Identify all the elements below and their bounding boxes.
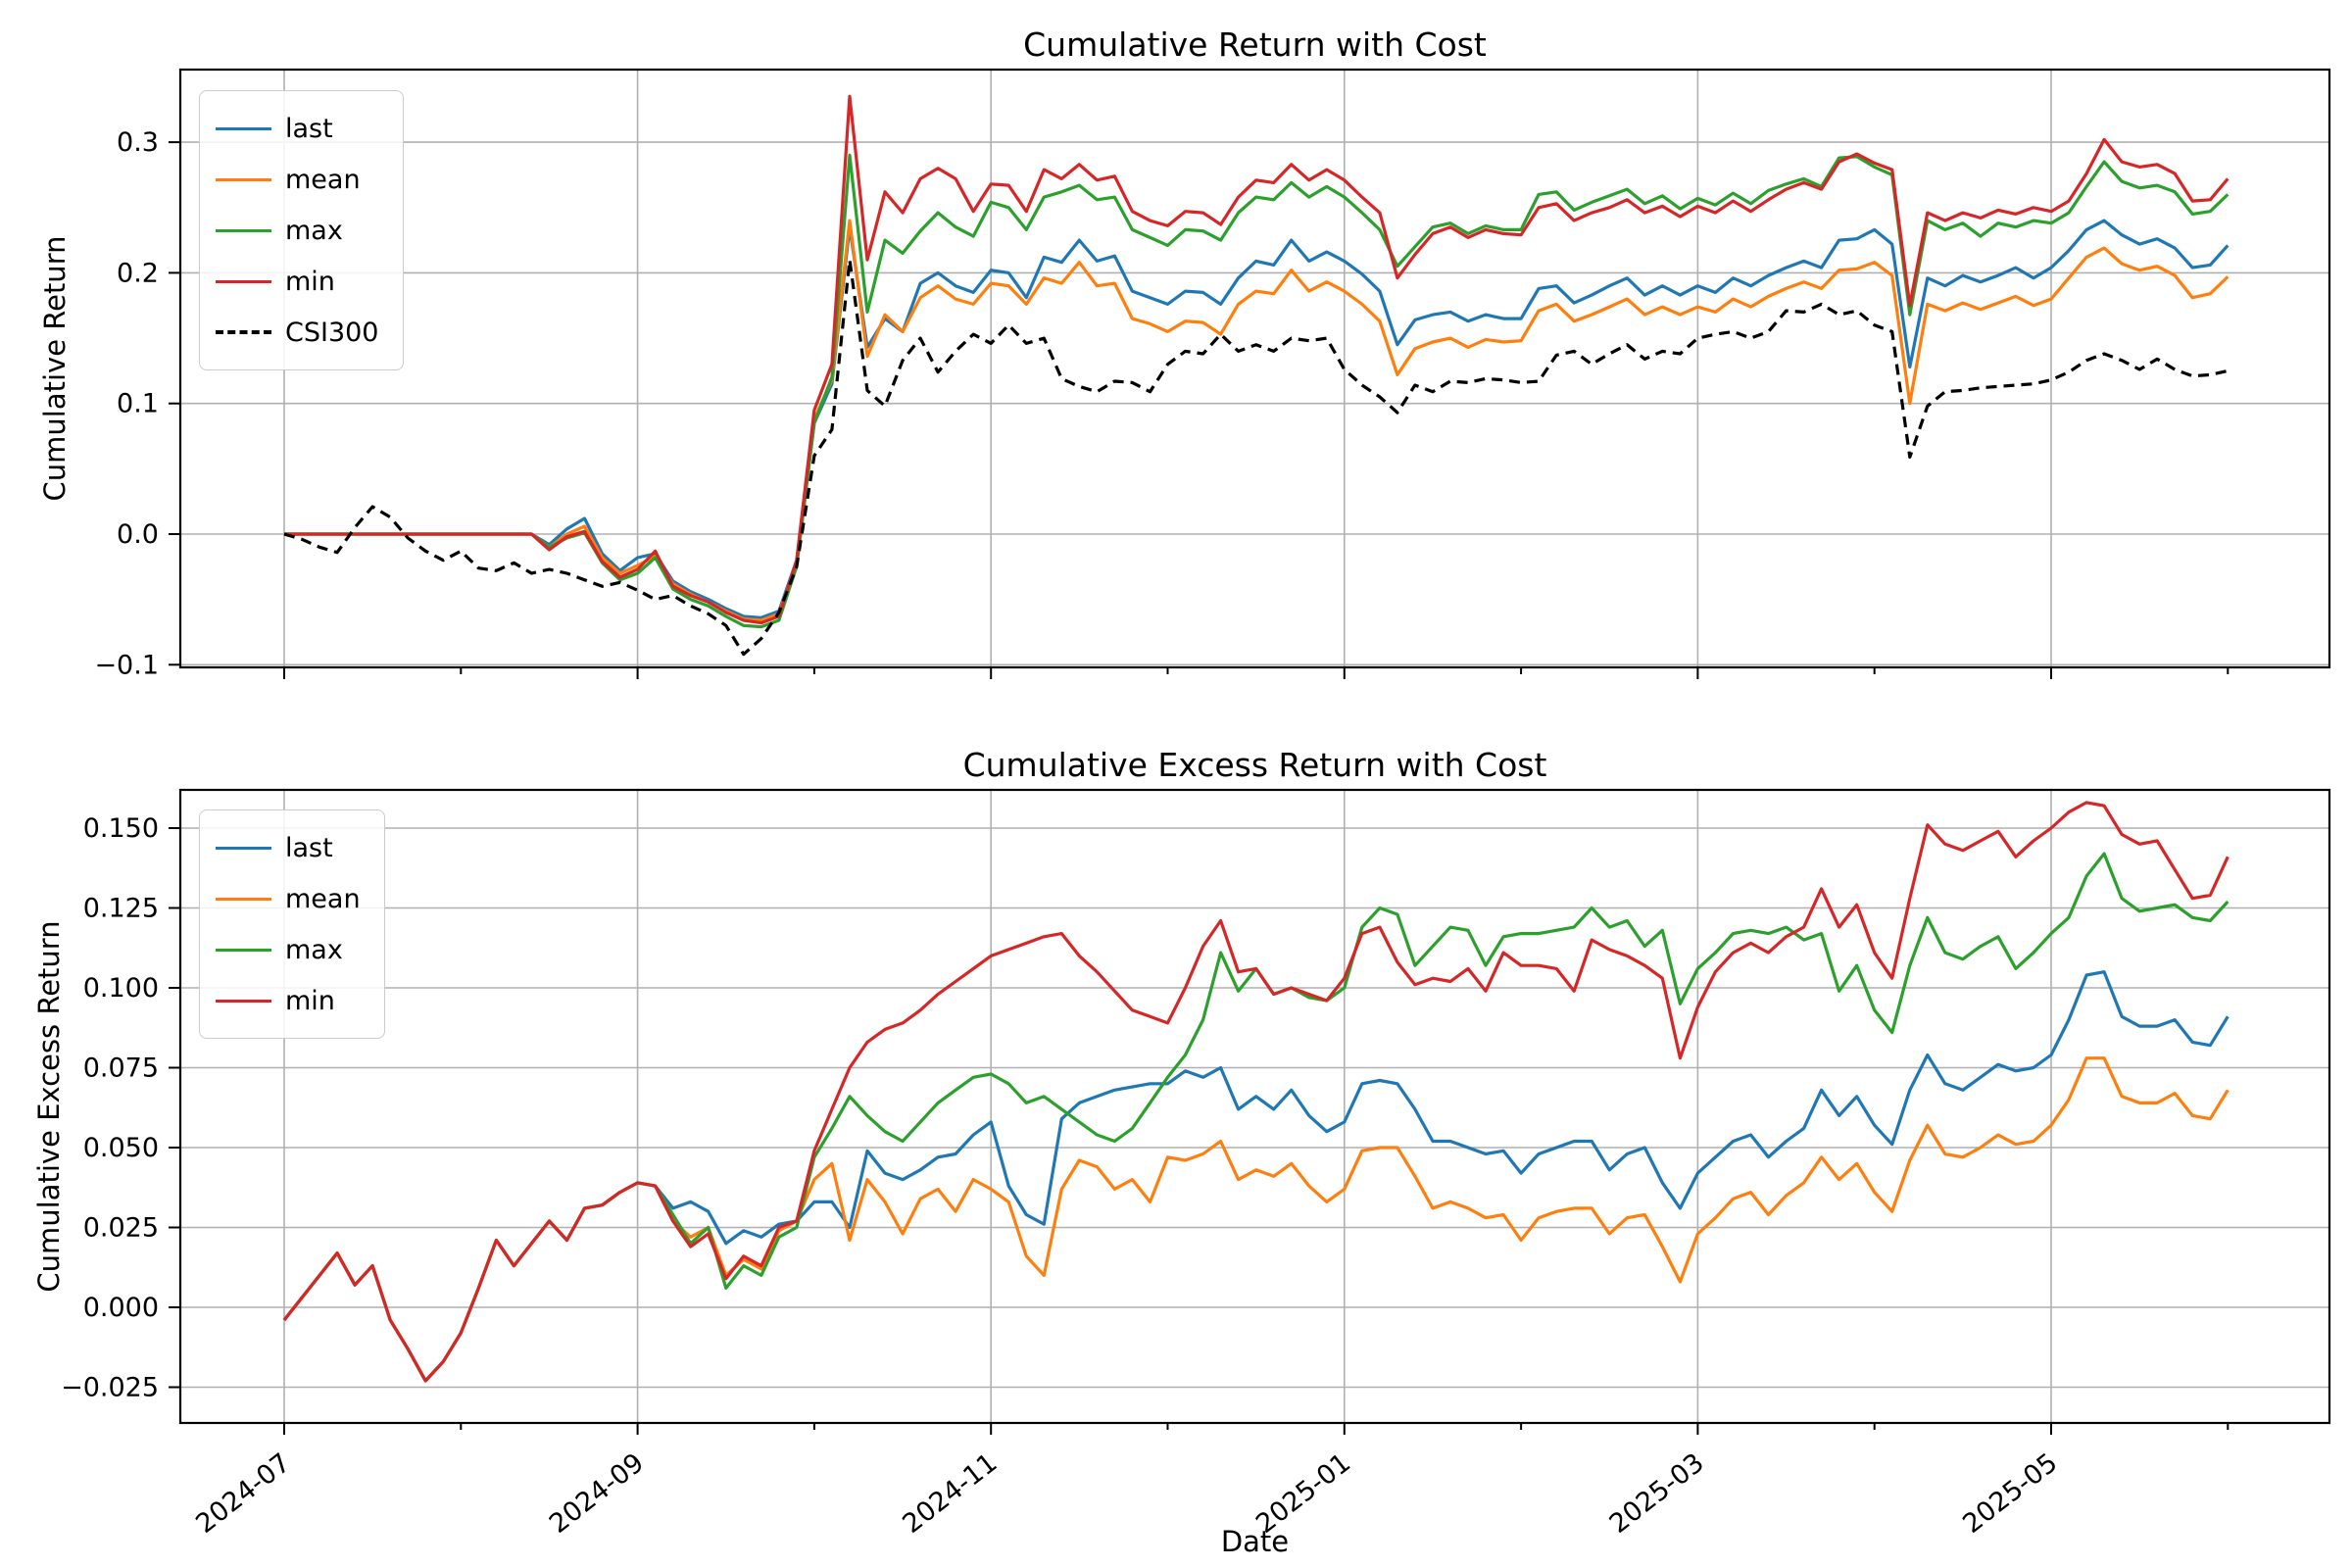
y-tick-label: 0.150 <box>83 813 159 844</box>
dashed-line-sample-icon <box>216 330 271 334</box>
bottom-chart-title: Cumulative Excess Return with Cost <box>962 746 1547 784</box>
series-line-last <box>284 219 2230 619</box>
line-sample-icon <box>216 846 271 850</box>
gridlines <box>180 70 2329 667</box>
line-sample-icon <box>216 228 271 232</box>
line-sample-icon <box>216 126 271 130</box>
legend-item-min: min <box>216 975 361 1026</box>
legend-item-mean: mean <box>216 154 379 205</box>
axes-frame <box>178 68 2331 669</box>
ticks <box>169 141 2230 679</box>
series-lines <box>282 801 2230 1383</box>
line-sample-icon <box>216 279 271 283</box>
y-tick-label: 0.125 <box>83 894 159 924</box>
legend-label: min <box>285 266 335 297</box>
line-sample-icon <box>216 999 271 1003</box>
legend-label: max <box>285 934 343 965</box>
legend-item-max: max <box>216 924 361 975</box>
x-axis-label: Date <box>1220 1525 1290 1558</box>
y-tick-label: 0.3 <box>117 127 159 158</box>
legend-label: last <box>285 113 333 144</box>
top-chart-legend: last mean max min CSI300 <box>199 90 404 370</box>
line-sample-icon <box>216 177 271 181</box>
y-tick-labels: 0.150 0.125 0.100 0.075 0.050 0.025 0.000 −0.02… <box>61 813 159 1403</box>
series-line-min <box>284 94 2230 625</box>
legend-label: mean <box>285 883 361 914</box>
bottom-y-axis-label: Cumulative Excess Return <box>32 920 66 1293</box>
legend-label: max <box>285 215 343 246</box>
bottom-chart-legend: last mean max min <box>199 809 385 1039</box>
gridlines <box>180 790 2329 1423</box>
y-tick-label: 0.050 <box>83 1133 159 1163</box>
legend-label: min <box>285 985 335 1016</box>
y-tick-label: 0.1 <box>117 389 159 419</box>
chart-0: 0.3 0.2 0.1 0.0 −0.1 <box>94 68 2331 680</box>
legend-item-last: last <box>216 822 361 873</box>
y-tick-labels: 0.3 0.2 0.1 0.0 −0.1 <box>94 127 159 680</box>
y-tick-label: 0.025 <box>83 1213 159 1244</box>
y-tick-label: 0.100 <box>83 973 159 1004</box>
legend-label: CSI300 <box>285 317 379 348</box>
ticks <box>169 827 2230 1435</box>
series-line-max <box>284 153 2230 629</box>
y-tick-label: 0.000 <box>83 1293 159 1323</box>
top-y-axis-label: Cumulative Return <box>38 235 72 502</box>
series-line-CSI300 <box>283 258 2229 657</box>
y-tick-label: 0.075 <box>83 1054 159 1084</box>
series-line-mean <box>282 1056 2230 1383</box>
top-chart-title: Cumulative Return with Cost <box>1023 25 1487 64</box>
y-tick-label: −0.1 <box>94 650 159 680</box>
legend-label: mean <box>285 164 361 195</box>
legend-item-last: last <box>216 103 379 154</box>
legend-item-mean: mean <box>216 873 361 924</box>
line-sample-icon <box>216 897 271 901</box>
series-line-last <box>282 970 2230 1383</box>
axes-frame <box>178 788 2331 1425</box>
series-lines <box>283 94 2230 657</box>
legend-item-max: max <box>216 205 379 256</box>
legend-label: last <box>285 832 333 863</box>
chart-1: 0.150 0.125 0.100 0.075 0.050 0.025 0.000 −0.02… <box>61 788 2331 1540</box>
line-sample-icon <box>216 948 271 952</box>
y-tick-label: −0.025 <box>61 1373 159 1403</box>
y-tick-label: 0.0 <box>117 519 159 550</box>
y-tick-label: 0.2 <box>117 258 159 288</box>
legend-item-csi300: CSI300 <box>216 307 379 358</box>
legend-item-min: min <box>216 256 379 307</box>
series-line-mean <box>284 219 2230 622</box>
series-line-max <box>282 852 2230 1383</box>
series-line-min <box>282 801 2230 1383</box>
